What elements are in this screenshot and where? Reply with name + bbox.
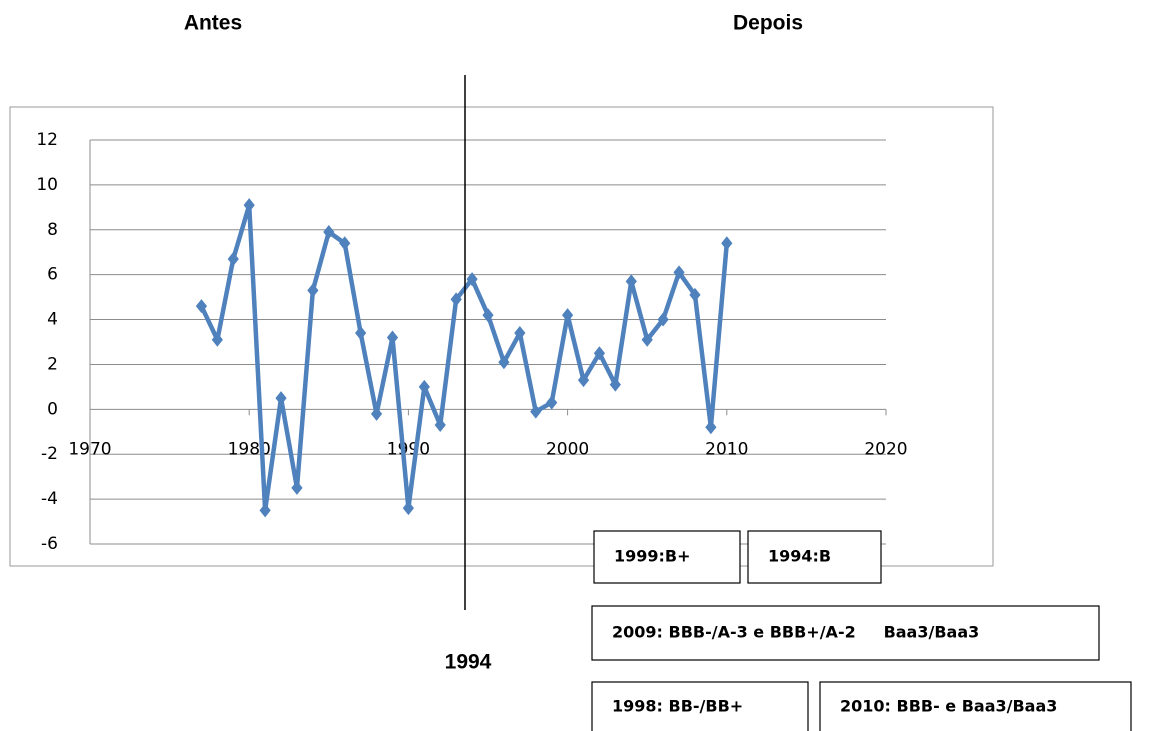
y-tick-label: 6 <box>47 265 58 285</box>
annotation-box <box>591 681 809 731</box>
data-point <box>657 312 669 327</box>
y-tick-label: 2 <box>47 354 58 374</box>
data-point <box>291 480 303 495</box>
y-tick-label: -4 <box>41 489 58 509</box>
data-point <box>466 272 478 287</box>
annotation-box <box>591 605 1100 661</box>
data-point <box>546 395 558 410</box>
divider-label: 1994 <box>445 651 492 674</box>
x-tick-label: 1970 <box>68 439 111 459</box>
y-tick-label: 8 <box>47 220 58 240</box>
data-point <box>482 308 494 323</box>
data-point <box>243 198 255 213</box>
x-tick-label: 2010 <box>705 439 748 459</box>
annotation-text: 1994:B <box>768 547 831 566</box>
data-point <box>434 418 446 433</box>
data-point <box>514 326 526 341</box>
data-point <box>355 326 367 341</box>
data-point <box>673 265 685 280</box>
data-point <box>450 292 462 307</box>
annotation-text: 2009: BBB-/A-3 e BBB+/A-2 Baa3/Baa3 <box>612 623 979 642</box>
annotation-text: 1998: BB-/BB+ <box>612 697 743 716</box>
data-point <box>577 373 590 388</box>
annotation-text: 1999:B+ <box>614 547 691 566</box>
annotation-box <box>593 530 741 584</box>
before-label: Antes <box>184 12 242 35</box>
chart-frame <box>9 106 994 567</box>
x-tick-label: 2020 <box>864 439 907 459</box>
data-point <box>418 379 430 394</box>
data-point <box>339 236 351 251</box>
annotation-box <box>747 530 882 584</box>
y-tick-label: 0 <box>47 399 58 419</box>
data-point <box>641 332 653 347</box>
data-point <box>689 287 701 302</box>
data-point <box>211 332 223 347</box>
data-point <box>323 225 335 240</box>
data-point <box>386 330 399 345</box>
data-point <box>259 503 271 518</box>
annotation-text: 2010: BBB- e Baa3/Baa3 <box>840 697 1057 716</box>
y-tick-label: 10 <box>36 175 58 195</box>
data-point <box>609 377 621 392</box>
data-point <box>275 391 287 406</box>
series-line <box>199 202 730 513</box>
data-point <box>530 404 542 419</box>
y-tick-label: 4 <box>47 310 58 330</box>
data-point <box>370 406 383 421</box>
data-point <box>625 274 637 289</box>
y-tick-label: 12 <box>36 130 58 150</box>
x-tick-label: 1990 <box>387 439 430 459</box>
data-point <box>227 251 239 266</box>
data-point <box>195 299 208 314</box>
x-tick-label: 2000 <box>546 439 589 459</box>
data-point <box>307 283 319 298</box>
y-tick-label: -2 <box>41 444 58 464</box>
y-tick-label: -6 <box>41 534 58 554</box>
data-point <box>562 308 574 323</box>
annotation-box <box>819 681 1132 731</box>
data-point <box>498 355 510 370</box>
data-point <box>721 236 733 251</box>
data-point <box>402 501 414 516</box>
after-label: Depois <box>733 12 803 35</box>
data-point <box>705 420 717 435</box>
data-point <box>593 346 606 361</box>
